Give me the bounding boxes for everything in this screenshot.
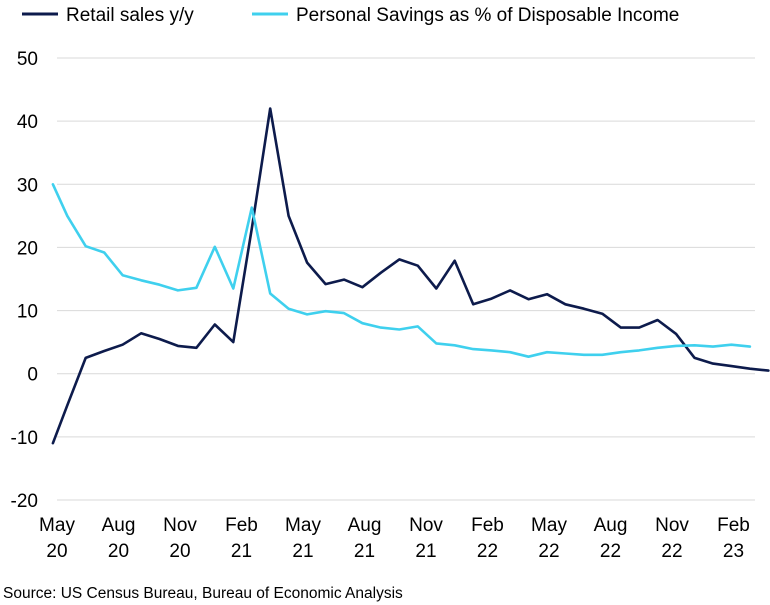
x-tick-label-month: Aug xyxy=(594,515,628,536)
legend: Retail sales y/y Personal Savings as % of… xyxy=(22,5,679,26)
x-tick-label-month: May xyxy=(285,515,321,536)
x-tick-label-year: 22 xyxy=(661,541,682,562)
x-tick-label-year: 21 xyxy=(415,541,436,562)
x-tick-label-month: Aug xyxy=(348,515,382,536)
y-tick-label: -20 xyxy=(11,491,38,512)
x-tick-label-month: Nov xyxy=(655,515,689,536)
series-layer xyxy=(51,107,770,445)
y-axis: -20 -10 0 10 20 30 40 50 xyxy=(11,49,38,512)
y-tick-label: 40 xyxy=(17,112,38,133)
y-tick-label: 0 xyxy=(27,365,38,386)
y-tick-label: 10 xyxy=(17,302,38,323)
x-tick-label-year: 20 xyxy=(108,541,129,562)
x-tick-label-year: 20 xyxy=(169,541,190,562)
y-tick-label: 50 xyxy=(17,49,38,70)
x-tick-label-month: Feb xyxy=(225,515,258,536)
x-tick-label-year: 23 xyxy=(723,541,744,562)
y-tick-label: 20 xyxy=(17,238,38,259)
x-tick-label-month: Aug xyxy=(102,515,136,536)
source-note: Source: US Census Bureau, Bureau of Econ… xyxy=(3,585,403,602)
x-tick-label-month: Nov xyxy=(409,515,443,536)
x-tick-label-year: 21 xyxy=(354,541,375,562)
series-line-savings xyxy=(51,183,752,358)
y-tick-label: -10 xyxy=(11,428,38,449)
x-tick-label-year: 22 xyxy=(600,541,621,562)
legend-label-retail: Retail sales y/y xyxy=(66,5,194,26)
x-tick-label-year: 21 xyxy=(231,541,252,562)
x-tick-label-year: 22 xyxy=(538,541,559,562)
x-tick-label-year: 22 xyxy=(477,541,498,562)
x-tick-label-month: May xyxy=(39,515,75,536)
x-tick-label-month: Feb xyxy=(471,515,504,536)
x-axis: May 20 Aug 20 Nov 20 Feb 21 May 21 Aug 21 Nov 21 Feb 22… xyxy=(39,515,750,562)
x-tick-label-month: May xyxy=(531,515,567,536)
legend-label-savings: Personal Savings as % of Disposable Inco… xyxy=(296,5,679,26)
gridlines xyxy=(57,57,755,501)
y-tick-label: 30 xyxy=(17,175,38,196)
x-tick-label-year: 21 xyxy=(292,541,313,562)
x-tick-label-month: Nov xyxy=(163,515,197,536)
x-tick-label-month: Feb xyxy=(717,515,750,536)
series-line-retail xyxy=(51,107,770,445)
x-tick-label-year: 20 xyxy=(46,541,67,562)
